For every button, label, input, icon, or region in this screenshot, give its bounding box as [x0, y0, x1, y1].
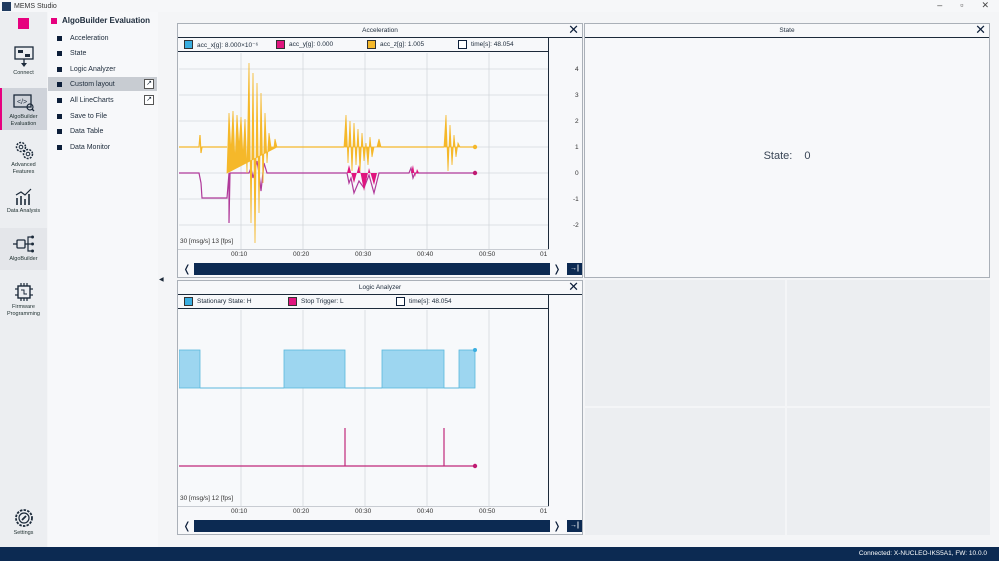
chart-icon [15, 188, 31, 205]
state-panel: State ✕ State: 0 [584, 23, 990, 278]
acceleration-timeline-scrollbar[interactable]: ❬ ❭ →| [180, 262, 582, 276]
acceleration-chart [179, 53, 548, 249]
close-icon[interactable]: ✕ [975, 22, 986, 37]
legend-acc-x[interactable]: acc_x[g]: 8.000×10⁻⁶ [184, 40, 258, 49]
app-logo-icon [2, 1, 11, 11]
swatch-icon [396, 297, 405, 306]
window-title: MEMS Studio [14, 2, 57, 10]
logic-timeline-scrollbar[interactable]: ❬ ❭ →| [180, 519, 582, 533]
swatch-icon [367, 40, 376, 49]
logic-analyzer-panel: Logic Analyzer ✕ Stationary State: H Stop… [177, 280, 583, 535]
acceleration-panel-header: Acceleration ✕ [178, 22, 582, 38]
bullet-icon [57, 35, 62, 41]
left-rail: Connect </> AlgoBuilder Evaluation Advan… [0, 12, 47, 547]
jump-to-end-icon[interactable]: →| [567, 263, 582, 275]
svg-text:</>: </> [17, 99, 27, 106]
nav-item-data-monitor[interactable]: Data Monitor [48, 140, 157, 154]
gears-icon [15, 141, 33, 160]
collapse-panel-icon[interactable]: ◀ [159, 277, 164, 283]
nav-item-data-table[interactable]: Data Table [48, 124, 157, 138]
swatch-icon [458, 40, 467, 49]
status-bar: Connected: X-NUCLEO-IKS5A1, FW: 10.0.0 [0, 547, 999, 561]
rail-item-settings[interactable]: Settings [0, 506, 47, 544]
scroll-left-icon[interactable]: ❬ [182, 263, 192, 275]
legend-stop-trigger[interactable]: Stop Trigger: L [288, 297, 344, 306]
open-external-icon[interactable]: ↗ [144, 79, 154, 89]
logic-legend: Stationary State: H Stop Trigger: L time… [178, 295, 548, 309]
logic-rate: 30 [msg/s] 12 [fps] [180, 495, 234, 502]
nav-item-custom-layout[interactable]: Custom layout ↗ [48, 77, 157, 91]
scroll-left-icon[interactable]: ❬ [182, 520, 192, 532]
empty-layout-cell[interactable] [585, 280, 785, 406]
logic-analyzer-panel-header: Logic Analyzer ✕ [178, 279, 582, 295]
nav-item-save-to-file[interactable]: Save to File [48, 109, 157, 123]
acceleration-legend: acc_x[g]: 8.000×10⁻⁶ acc_y[g]: 0.000 acc… [178, 38, 548, 52]
scroll-thumb[interactable] [194, 263, 550, 275]
legend-acc-z[interactable]: acc_z[g]: 1.005 [367, 40, 424, 49]
swatch-icon [288, 297, 297, 306]
bullet-icon [57, 97, 62, 103]
scroll-right-icon[interactable]: ❭ [552, 520, 562, 532]
nav-item-acceleration[interactable]: Acceleration [48, 31, 157, 45]
empty-layout-cell[interactable] [585, 408, 785, 535]
connect-icon [13, 46, 34, 67]
legend-time[interactable]: time[s]: 48.054 [396, 297, 452, 306]
bullet-icon [57, 128, 62, 134]
state-display: State: 0 [585, 38, 989, 277]
flow-icon [12, 235, 34, 253]
scroll-thumb[interactable] [194, 520, 550, 532]
close-icon[interactable]: ✕ [568, 22, 579, 37]
swatch-icon [184, 40, 193, 49]
swatch-icon [276, 40, 285, 49]
rail-item-algobuilder-evaluation[interactable]: </> AlgoBuilder Evaluation [0, 88, 47, 130]
algobuilder-evaluation-icon: </> [12, 94, 34, 112]
acceleration-panel: Acceleration ✕ acc_x[g]: 8.000×10⁻⁶ acc_y… [177, 23, 583, 278]
empty-layout-cell[interactable] [787, 280, 990, 406]
bullet-icon [57, 144, 62, 150]
acceleration-rate: 30 [msg/s] 13 [fps] [180, 238, 234, 245]
nav-panel: AlgoBuilder Evaluation Acceleration Stat… [48, 12, 158, 547]
title-bar: MEMS Studio – ▫ ✕ [0, 0, 999, 12]
nav-item-state[interactable]: State [48, 46, 157, 60]
empty-layout-cell[interactable] [787, 408, 990, 535]
settings-icon [14, 509, 33, 527]
minimize-button[interactable]: – [937, 0, 943, 10]
logic-analyzer-chart [179, 310, 548, 506]
jump-to-end-icon[interactable]: →| [567, 520, 582, 532]
nav-item-all-linecharts[interactable]: All LineCharts ↗ [48, 93, 157, 107]
connection-status: Connected: X-NUCLEO-IKS5A1, FW: 10.0.0 [858, 550, 987, 557]
open-external-icon[interactable]: ↗ [144, 95, 154, 105]
legend-stationary-state[interactable]: Stationary State: H [184, 297, 252, 306]
section-marker-icon [51, 17, 57, 24]
bullet-icon [57, 50, 62, 56]
home-button[interactable] [18, 18, 29, 29]
close-icon[interactable]: ✕ [568, 279, 579, 294]
bullet-icon [57, 66, 62, 72]
maximize-button[interactable]: ▫ [960, 0, 964, 10]
rail-item-advanced-features[interactable]: Advanced Features [0, 136, 47, 178]
rail-item-data-analysis[interactable]: Data Analysis [0, 184, 47, 226]
bullet-icon [57, 81, 62, 87]
legend-time[interactable]: time[s]: 48.054 [458, 40, 514, 49]
rail-item-algobuilder[interactable]: AlgoBuilder [0, 228, 47, 270]
close-window-button[interactable]: ✕ [981, 0, 989, 10]
swatch-icon [184, 297, 193, 306]
state-value: 0 [804, 150, 811, 162]
nav-item-logic-analyzer[interactable]: Logic Analyzer [48, 62, 157, 76]
legend-acc-y[interactable]: acc_y[g]: 0.000 [276, 40, 333, 49]
bullet-icon [57, 113, 62, 119]
chip-icon [14, 283, 33, 301]
rail-item-firmware-programming[interactable]: Firmware Programming [0, 278, 47, 320]
scroll-right-icon[interactable]: ❭ [552, 263, 562, 275]
rail-item-connect[interactable]: Connect [0, 42, 47, 82]
state-panel-header: State ✕ [585, 22, 989, 38]
nav-title: AlgoBuilder Evaluation [51, 16, 150, 25]
